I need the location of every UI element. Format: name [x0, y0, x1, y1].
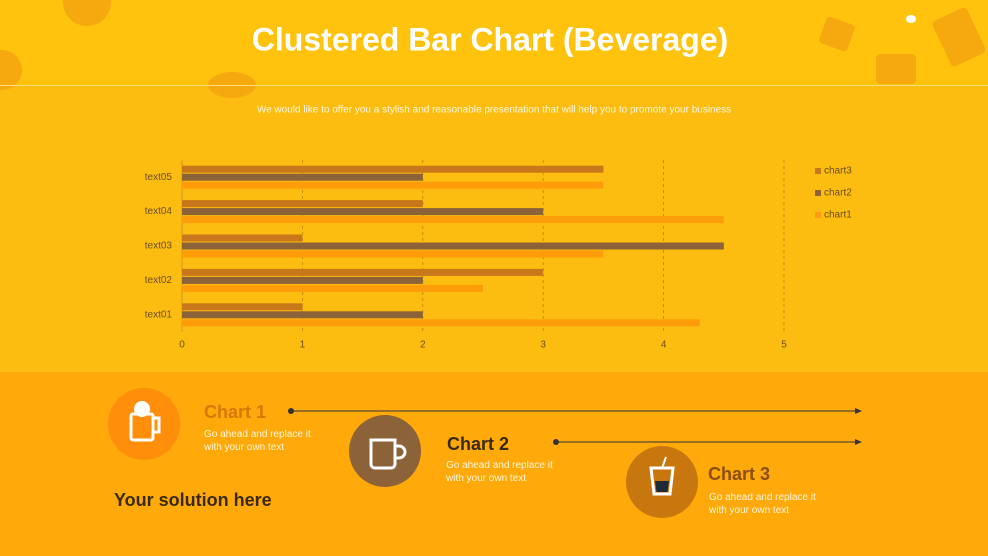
decor-icon [932, 7, 986, 67]
decor [0, 50, 22, 90]
arrow-head [855, 439, 862, 445]
tagline: Your solution here [114, 490, 272, 510]
icon-coffee [369, 438, 397, 470]
dot [553, 439, 559, 445]
legend-label: chart1 [824, 210, 852, 221]
dot [288, 408, 294, 414]
arrow-head [855, 408, 862, 414]
bar [182, 276, 423, 284]
icon-drink [655, 481, 669, 492]
bar [182, 242, 724, 250]
icon-drink [649, 466, 675, 496]
decor-icon [819, 16, 855, 52]
decor [906, 15, 916, 23]
bar [182, 216, 724, 224]
item-title: Chart 2 [447, 434, 510, 454]
y-tick-label: text03 [145, 241, 173, 252]
item-text: Go ahead and replace it with your own te… [446, 460, 553, 484]
legend-swatch [815, 212, 821, 218]
icon-beer [134, 401, 150, 417]
y-tick-label: text04 [145, 206, 173, 217]
x-tick-label: 2 [420, 340, 426, 351]
x-tick-label: 5 [781, 340, 787, 351]
bar [182, 200, 423, 208]
chart-title: Clustered Bar Chart (Beverage) [252, 21, 729, 57]
bar [182, 250, 604, 258]
bar [182, 181, 604, 189]
bar [182, 303, 303, 311]
bar [182, 268, 544, 276]
decor-icon [876, 54, 916, 84]
x-tick-label: 4 [661, 340, 667, 351]
bar [182, 284, 483, 292]
legend-swatch [815, 190, 821, 196]
icon-beer [153, 416, 161, 434]
bar [182, 311, 423, 319]
decor [63, 0, 111, 26]
icon-circle [108, 388, 180, 460]
subtitle: We would like to offer you a stylish and… [257, 105, 731, 116]
bar [182, 234, 303, 242]
x-tick-label: 1 [300, 340, 306, 351]
y-tick-label: text01 [145, 309, 173, 320]
y-tick-label: text02 [145, 275, 173, 286]
bar [182, 208, 544, 216]
bar [182, 165, 604, 173]
item-title: Chart 1 [204, 402, 267, 422]
legend-label: chart3 [824, 166, 852, 177]
bar [182, 319, 700, 327]
item-text: Go ahead and replace it with your own te… [709, 492, 816, 516]
x-tick-label: 3 [540, 340, 546, 351]
x-tick-label: 0 [179, 340, 185, 351]
item-text: Go ahead and replace it with your own te… [204, 429, 311, 453]
icon-coffee [395, 444, 407, 460]
legend-label: chart2 [824, 188, 852, 199]
legend-swatch [815, 168, 821, 174]
item-title: Chart 3 [708, 464, 771, 484]
bar [182, 173, 423, 181]
icon-circle [349, 415, 421, 487]
icon-drink [661, 456, 667, 469]
y-tick-label: text05 [145, 172, 173, 183]
